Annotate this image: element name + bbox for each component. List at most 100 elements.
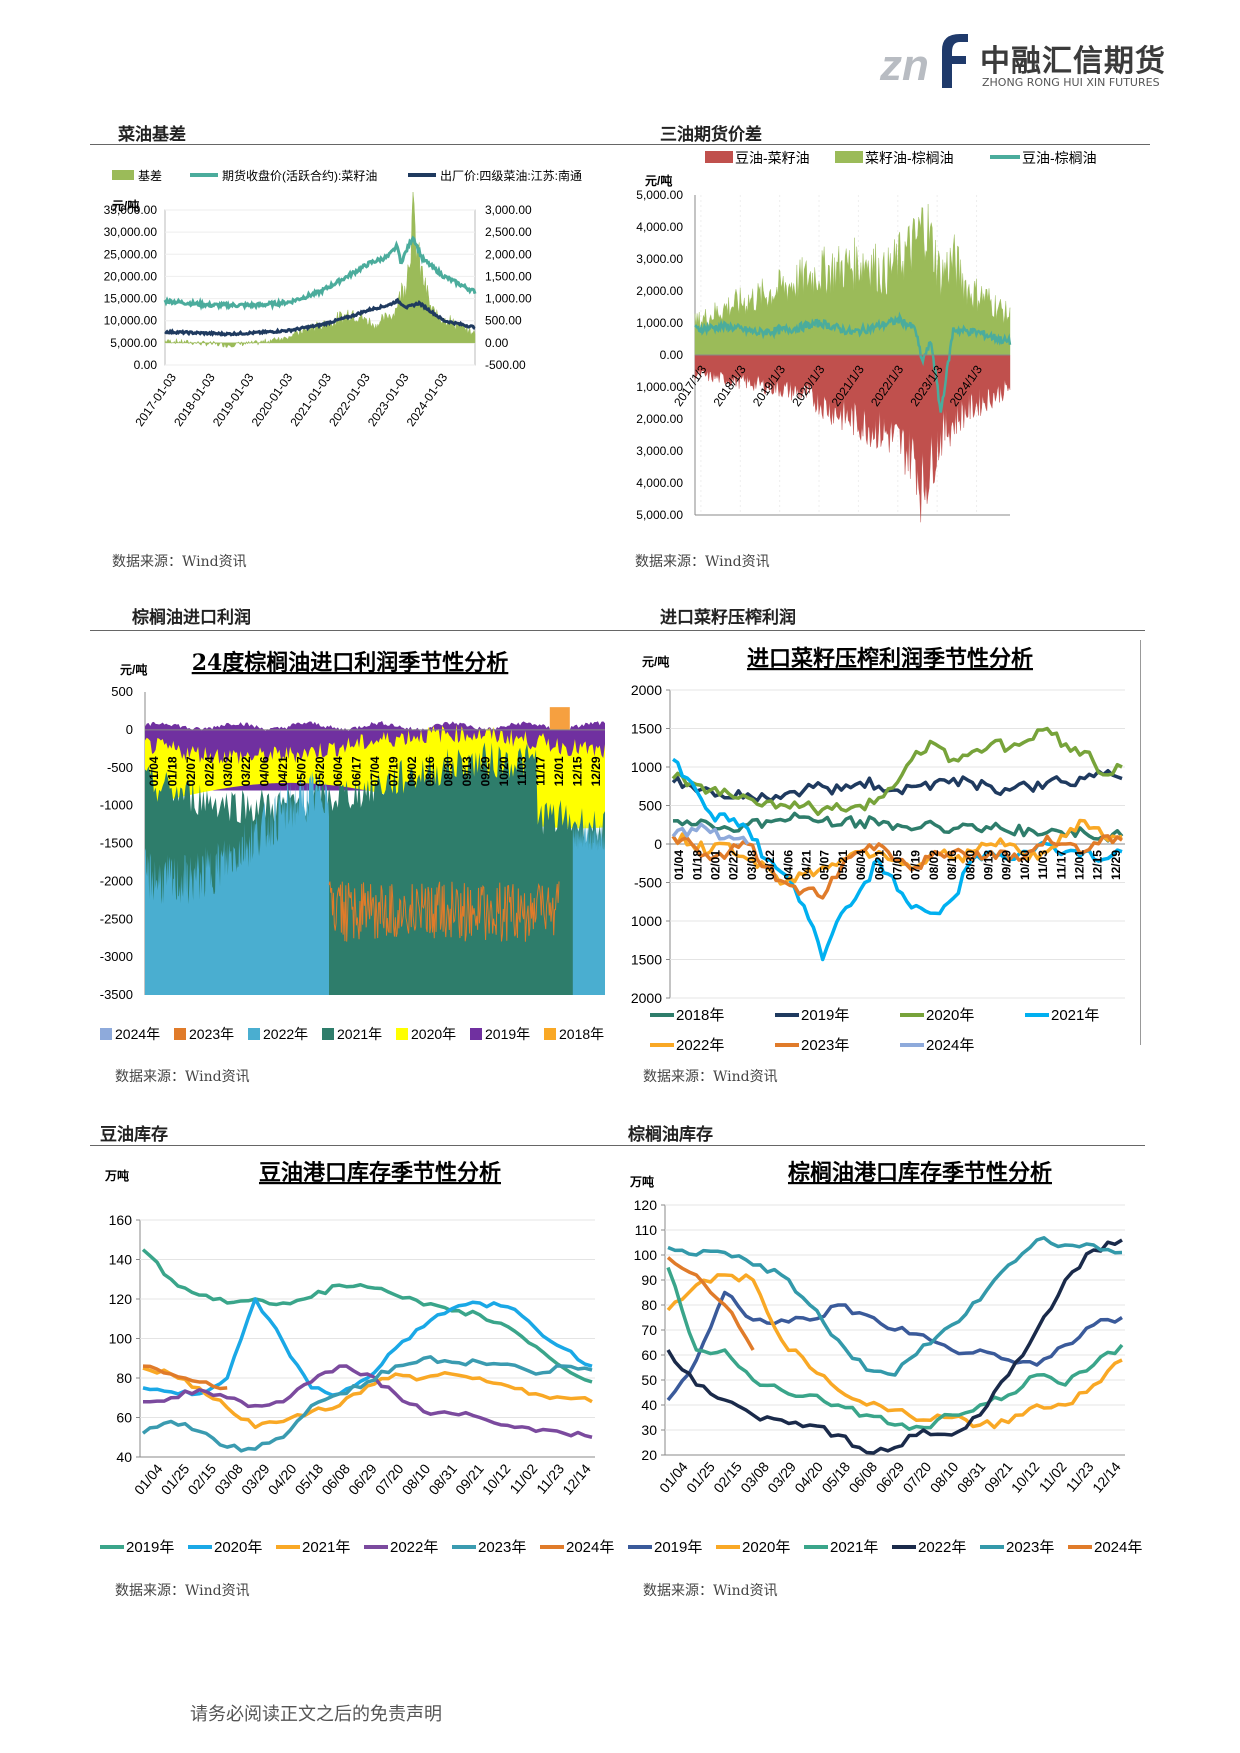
x-tick: 09/29	[478, 756, 492, 786]
y-tick: 5,000.00	[636, 508, 683, 522]
y-tick: 2000	[631, 990, 662, 1006]
x-tick: 08/16	[945, 850, 959, 880]
legend-label: 2024年	[926, 1037, 974, 1054]
y-tick: 500	[111, 684, 133, 699]
x-tick: 04/20	[791, 1458, 826, 1495]
y-tick: 2,000.00	[636, 412, 683, 426]
y-tick: 1500	[631, 952, 662, 968]
section-title-palm-oil-stock: 棕榈油库存	[628, 1125, 713, 1145]
legend-swatch-basis	[112, 170, 134, 180]
line-2023	[328, 881, 560, 942]
legend-label: 2021年	[1051, 1007, 1099, 1024]
chart-title: 棕榈油港口库存季节性分析	[788, 1160, 1052, 1186]
legend-swatch	[396, 1028, 408, 1040]
legend-label: 2024年	[115, 1026, 160, 1042]
spot-price-line	[164, 297, 476, 337]
legend-swatch-rape-palm	[835, 151, 863, 163]
x-tick: 11/17	[534, 756, 548, 786]
legend-label: 豆油-棕榈油	[1022, 150, 1097, 166]
legend-label: 2024年	[566, 1539, 614, 1556]
series-line-2020年	[142, 1297, 593, 1397]
x-tick: 01/04	[131, 1460, 166, 1497]
series-line-2022年	[666, 1238, 1123, 1455]
x-tick: 05/07	[818, 850, 832, 880]
x-tick: 08/10	[927, 1458, 962, 1495]
x-tick: 12/14	[1089, 1458, 1124, 1495]
area-2022b	[572, 819, 605, 995]
divider	[90, 144, 1150, 145]
x-tick: 09/21	[981, 1458, 1016, 1495]
y-tick: 100	[634, 1247, 658, 1263]
divider	[90, 1145, 1145, 1146]
y-tick: 20	[641, 1447, 657, 1463]
legend-label: 2020年	[742, 1539, 790, 1556]
legend-swatch	[174, 1028, 186, 1040]
x-tick: 04/06	[781, 850, 795, 880]
legend: 2019年 2020年 2021年 2022年 2023年 2024年	[100, 1539, 614, 1556]
x-tick: 11/17	[1054, 850, 1068, 880]
y-tick: 70	[641, 1322, 657, 1338]
y-tick: 0	[654, 836, 662, 852]
series-line-2018年	[672, 811, 1124, 843]
legend-swatch	[470, 1028, 482, 1040]
y-tick: 30	[641, 1422, 657, 1438]
x-tick: 09/13	[982, 850, 996, 880]
x-tick: 09/13	[460, 756, 474, 786]
legend-label: 2020年	[411, 1026, 456, 1042]
logo-mark-zn: zn	[879, 41, 929, 90]
y-tick: -2000	[100, 873, 133, 888]
x-tick: 08/02	[405, 756, 419, 786]
y-tick: 2000	[631, 682, 662, 698]
x-tick: 05/18	[291, 1460, 326, 1497]
source-note: 数据来源：Wind资讯	[643, 1069, 778, 1085]
legend-swatch	[248, 1028, 260, 1040]
x-tick: 01/18	[166, 756, 180, 786]
x-tick: 06/08	[845, 1458, 880, 1495]
x-tick: 12/29	[589, 756, 603, 786]
x-tick: 05/18	[818, 1458, 853, 1495]
legend-label: 豆油-菜籽油	[735, 150, 810, 166]
section-title-rapeseed-crush-profit: 进口菜籽压榨利润	[660, 608, 796, 628]
legend-label: 2023年	[801, 1037, 849, 1054]
y-tick: 140	[109, 1252, 133, 1268]
x-tick: 12/29	[1109, 850, 1123, 880]
x-tick: 10/12	[479, 1460, 514, 1497]
x-tick: 01/25	[158, 1460, 193, 1497]
x-tick: 01/18	[690, 850, 704, 880]
x-tick: 11/02	[1036, 1458, 1070, 1494]
y-tick: 40	[116, 1449, 132, 1465]
x-tick: 03/29	[764, 1458, 799, 1495]
legend-label: 2019年	[801, 1007, 849, 1024]
y-tick: 40	[641, 1397, 657, 1413]
legend-label: 2018年	[676, 1007, 724, 1024]
y-tick: -3000	[100, 949, 133, 964]
x-tick: 07/04	[368, 756, 382, 786]
legend: 2024年 2023年 2022年 2021年 2020年 2019年 2018年	[100, 1026, 604, 1042]
x-tick: 10/12	[1008, 1458, 1043, 1495]
legend-label: 2023年	[189, 1026, 234, 1042]
source-note: 数据来源：Wind资讯	[115, 1069, 250, 1085]
x-tick: 09/29	[1000, 850, 1014, 880]
y-tick: 50	[641, 1372, 657, 1388]
y-tick: 2,000.00	[636, 284, 683, 298]
legend-label: 2019年	[126, 1539, 174, 1556]
y-right-tick: -500.00	[485, 358, 526, 372]
x-tick: 12/15	[570, 756, 584, 786]
x-tick: 02/15	[710, 1458, 745, 1495]
disclaimer-footer: 请务必阅读正文之后的免责声明	[190, 1704, 442, 1725]
legend-label: 2019年	[654, 1539, 702, 1556]
legend-label: 2021年	[830, 1539, 878, 1556]
chart-soy-oil-port-stock: 豆油港口库存季节性分析 万吨 160 140 120 100 80 60 4001/0401…	[100, 1160, 614, 1556]
x-tick: 12/01	[552, 756, 566, 786]
y-tick: 80	[116, 1370, 132, 1386]
legend-label: 2022年	[676, 1037, 724, 1054]
y-tick: 500	[639, 798, 663, 814]
series-line-2021年	[142, 1366, 593, 1430]
x-tick: 03/22	[239, 756, 253, 786]
divider	[1140, 640, 1141, 1045]
area-2022	[145, 767, 329, 995]
x-tick: 05/21	[836, 850, 850, 880]
x-tick: 11/23	[1063, 1458, 1097, 1494]
source-note: 数据来源：Wind资讯	[643, 1583, 778, 1599]
y-tick: 1000	[631, 913, 662, 929]
